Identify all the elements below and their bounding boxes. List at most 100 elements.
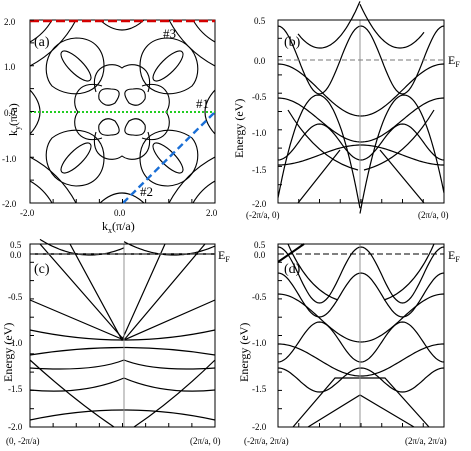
panel-b-ef-e: E bbox=[448, 53, 455, 67]
panel-a-ticks bbox=[29, 19, 216, 204]
c-ytick-2: -0.5 bbox=[8, 292, 23, 302]
b-xlabel-left: (-2π/a, 0) bbox=[246, 210, 280, 220]
fs-quadrant-petal bbox=[139, 129, 199, 187]
fs-quadrant-petal bbox=[45, 37, 105, 95]
d-band bbox=[277, 293, 445, 343]
c-xlabel-right: (2π/a, 0) bbox=[190, 436, 221, 446]
fermi-surface-contours bbox=[29, 19, 216, 204]
fs-diagonal-ellipse bbox=[60, 50, 92, 82]
panel-b-ef-sub: F bbox=[455, 60, 460, 69]
fs-quadrant-petal bbox=[139, 37, 199, 95]
fs-corner-arc bbox=[192, 180, 216, 204]
fs-corner-arc bbox=[168, 19, 216, 67]
panel-b-label: (b) bbox=[284, 35, 301, 50]
panel-b-ef: EF bbox=[448, 53, 460, 69]
b-ytick-2: -0.5 bbox=[252, 92, 267, 102]
c-band bbox=[39, 243, 206, 341]
panel-d-label: (d) bbox=[284, 262, 301, 277]
a-xtick-0: -2.0 bbox=[20, 208, 35, 218]
a-ylabel-unit: (π/a) bbox=[6, 103, 20, 126]
b-band bbox=[277, 123, 445, 161]
d-band bbox=[277, 321, 445, 363]
fs-center-pocket bbox=[98, 118, 120, 136]
a-ylabel-sub: y bbox=[13, 126, 22, 130]
c-band bbox=[29, 346, 216, 356]
a-ytick-4: -2.0 bbox=[2, 199, 17, 209]
c-ytick-1: 0.0 bbox=[10, 250, 22, 260]
path-label-3: #3 bbox=[163, 26, 176, 41]
b-band bbox=[359, 94, 445, 214]
b-band bbox=[297, 1, 361, 49]
b-band bbox=[359, 4, 425, 49]
c-band bbox=[29, 409, 216, 421]
c-band bbox=[29, 329, 216, 341]
panel-a-label: (a) bbox=[34, 35, 50, 50]
c-ytick-4: -1.5 bbox=[8, 384, 23, 394]
panel-d-ticks bbox=[277, 243, 445, 428]
c-band bbox=[29, 359, 216, 370]
panel-c-ef: EF bbox=[218, 248, 230, 264]
fs-center-pocket bbox=[98, 88, 120, 106]
panel-d: (d) EF 0.5 0.0 -0.5 -1.0 -1.5 -2.0 Energ… bbox=[237, 240, 460, 446]
fs-lobe-bottom bbox=[93, 131, 151, 160]
d-ytick-1: 0.0 bbox=[254, 250, 266, 260]
fs-quadrant-petal bbox=[45, 129, 105, 187]
c-band bbox=[29, 299, 216, 341]
b-band bbox=[277, 97, 445, 143]
d-band bbox=[278, 343, 444, 377]
panel-b-ticks bbox=[277, 19, 445, 204]
d-ytick-0: 0.5 bbox=[254, 240, 266, 250]
a-xlabel-k: k bbox=[102, 219, 108, 233]
c-xlabel-left: (0, -2π/a) bbox=[6, 436, 40, 446]
panel-c-ticks bbox=[29, 243, 216, 428]
fs-center-pocket bbox=[124, 118, 146, 136]
b-ytick-1: 0.0 bbox=[254, 56, 266, 66]
d-ytick-2: -0.5 bbox=[252, 292, 267, 302]
fs-edge-pocket bbox=[99, 19, 145, 31]
b-band bbox=[277, 94, 361, 209]
d-band bbox=[277, 243, 305, 263]
fs-edge-pocket bbox=[204, 89, 216, 135]
fs-diagonal-ellipse bbox=[60, 142, 92, 174]
d-ytick-5: -2.0 bbox=[252, 422, 267, 432]
fs-corner-arc bbox=[29, 19, 77, 67]
d-band bbox=[277, 272, 445, 318]
fs-corner-arc bbox=[29, 156, 77, 204]
c-ytick-5: -2.0 bbox=[8, 422, 23, 432]
fs-corner-arc bbox=[168, 156, 216, 204]
d-ytick-3: -1.0 bbox=[252, 338, 267, 348]
b-band bbox=[297, 149, 341, 204]
c-band bbox=[69, 243, 166, 342]
b-ytick-3: -1.0 bbox=[252, 128, 267, 138]
a-xlabel-sub: x bbox=[108, 226, 112, 235]
a-ytick-0: 2.0 bbox=[4, 17, 16, 27]
a-ytick-3: -1.0 bbox=[2, 154, 17, 164]
fs-edge-pocket bbox=[99, 192, 145, 204]
fs-corner-arc bbox=[192, 19, 216, 43]
fs-corner-arc bbox=[29, 180, 53, 204]
panel-b-frame bbox=[277, 19, 445, 204]
panel-c: (c) EF 0.5 0.0 -0.5 -1.0 -1.5 -2.0 Energ… bbox=[1, 238, 230, 446]
c-band bbox=[29, 359, 115, 428]
panel-c-ef-sub: F bbox=[225, 255, 230, 264]
a-xtick-2: 2.0 bbox=[206, 208, 218, 218]
path-label-2: #2 bbox=[140, 184, 153, 199]
panel-d-ef-e: E bbox=[448, 248, 455, 262]
a-ytick-1: 1.0 bbox=[4, 62, 16, 72]
c-ytick-3: -1.0 bbox=[8, 338, 23, 348]
fs-lobe-top bbox=[93, 64, 151, 93]
a-xtick-1: 0.0 bbox=[114, 208, 126, 218]
d-band bbox=[292, 377, 430, 428]
a-ylabel: ky(π/a) bbox=[6, 103, 22, 136]
b-ytick-4: -1.5 bbox=[252, 165, 267, 175]
panel-b: (b) EF 0.5 0.0 -0.5 -1.0 -1.5 -2.0 Energ… bbox=[232, 1, 460, 220]
d-band bbox=[277, 367, 445, 393]
d-xlabel-left: (-2π/a, 2π/a) bbox=[244, 436, 289, 446]
c-ytick-0: 0.5 bbox=[10, 240, 22, 250]
panel-d-bands bbox=[277, 243, 445, 428]
b-band bbox=[363, 109, 435, 171]
d-band bbox=[307, 394, 415, 428]
a-xlabel: kx(π/a) bbox=[102, 219, 135, 235]
a-ylabel-k: k bbox=[6, 130, 20, 136]
